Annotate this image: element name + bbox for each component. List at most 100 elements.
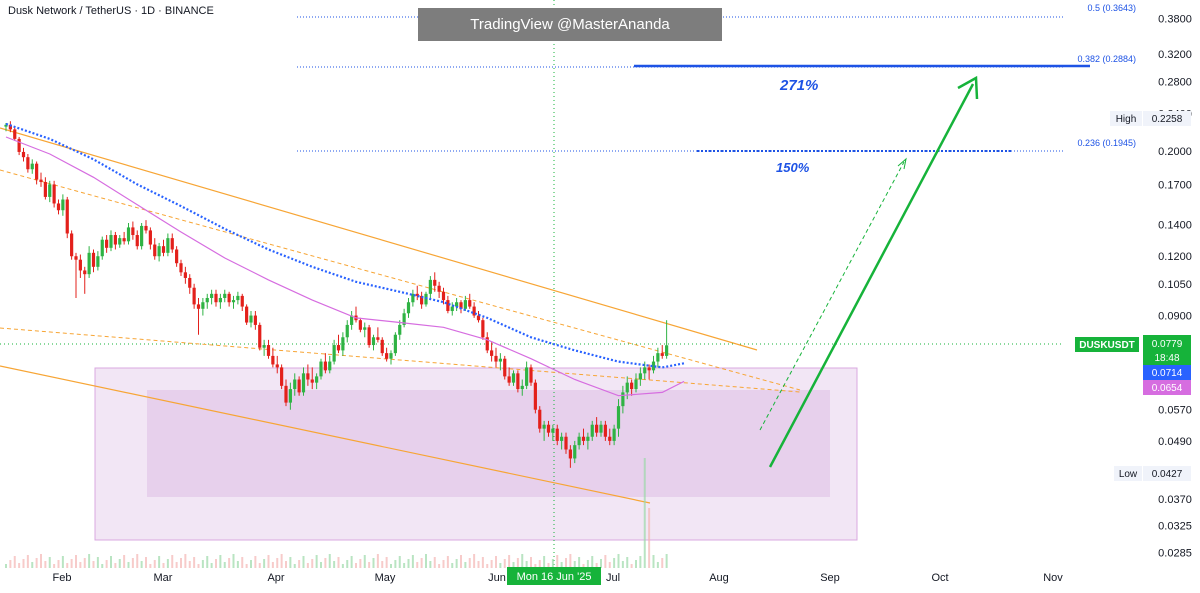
volume-bar [486, 564, 489, 568]
volume-bar [105, 560, 108, 568]
channel-lower-middle-line [0, 327, 801, 393]
candle-body [297, 379, 301, 393]
volume-bar [490, 560, 493, 568]
volume-bar [320, 562, 322, 568]
volume-bar [551, 559, 554, 568]
projection-arrow-dashed [759, 161, 905, 431]
candle-body [660, 353, 664, 356]
candle-body [345, 324, 349, 338]
volume-bar [153, 560, 156, 568]
candle-body [135, 235, 139, 247]
ma-line [5, 136, 685, 397]
price-axis[interactable]: 0.38000.32000.28000.24000.20000.17000.14… [1158, 14, 1192, 560]
volume-bar [83, 558, 86, 568]
volume-bar [123, 555, 126, 568]
volume-bar [18, 563, 21, 568]
volume-bar [442, 560, 445, 568]
candle-body [271, 355, 275, 365]
volume-bar [451, 563, 454, 568]
candle-body [175, 249, 179, 264]
volume-bar [538, 560, 541, 568]
candle-body [140, 225, 144, 247]
candles [4, 121, 669, 468]
low-value: 0.0427 [1152, 469, 1183, 480]
volume-bar [61, 556, 64, 568]
volume-bar [403, 563, 406, 568]
y-tick-label: 0.0490 [1158, 436, 1192, 448]
candle-body [328, 361, 332, 371]
candle-body [656, 353, 660, 362]
volume-bar [639, 556, 642, 568]
countdown-value: 18:48 [1154, 353, 1179, 364]
candle-body [258, 324, 262, 348]
volume-bar [477, 561, 480, 568]
candle-body [599, 424, 603, 433]
candle-body [310, 379, 314, 383]
volume-bar [398, 556, 401, 568]
candle-body [249, 315, 253, 323]
volume-bar [9, 560, 12, 568]
volume-bar [368, 562, 371, 568]
volume-bar [582, 564, 585, 568]
high-label-box [1110, 111, 1142, 126]
volume-bar [411, 555, 414, 568]
volume-bar [355, 563, 357, 568]
volume-bar [197, 564, 200, 568]
target-label-150: 150% [776, 160, 810, 175]
candle-body [118, 238, 122, 245]
candle-body [560, 436, 564, 441]
candle-body [201, 302, 205, 309]
volume-bar [250, 560, 252, 568]
candle-body [459, 302, 463, 309]
candle-body [634, 379, 638, 390]
candle-body [546, 424, 551, 433]
candle-body [253, 315, 257, 325]
volume-bar [280, 554, 283, 568]
volume-bar [26, 555, 29, 568]
y-tick-label: 0.0570 [1158, 405, 1192, 417]
volume-bar [468, 558, 471, 568]
volume-bar [158, 556, 161, 568]
candle-body [26, 157, 30, 170]
candle-body [568, 449, 572, 459]
volume-bar [40, 554, 42, 568]
time-axis[interactable]: Feb Mar Apr May Jun Jul Aug Sep Oct Nov [53, 572, 1064, 584]
volume-bar [201, 560, 204, 568]
candle-body [61, 199, 65, 211]
volume-bar [464, 562, 467, 568]
volume-bar [145, 557, 147, 568]
volume-bar [188, 561, 191, 568]
candle-body [437, 285, 441, 292]
candle-body [105, 239, 109, 248]
candle-body [148, 230, 152, 245]
x-tick-label: May [375, 572, 396, 584]
volume-bar [661, 558, 664, 568]
candle-body [48, 184, 52, 197]
candle-body [192, 287, 196, 305]
y-tick-label: 0.2000 [1158, 146, 1192, 158]
candle-body [65, 199, 69, 234]
candle-body [542, 424, 546, 429]
volume-bar [175, 562, 178, 568]
volume-bar [425, 554, 427, 568]
crosshair-date: Mon 16 Jun '25 [517, 571, 592, 583]
volume-bar [565, 558, 567, 568]
volume-bar [298, 560, 301, 568]
candle-body [595, 424, 599, 433]
volume-bar [617, 554, 620, 568]
candle-body [651, 361, 656, 371]
volume-bar [311, 559, 314, 568]
y-tick-label: 0.0370 [1158, 494, 1192, 506]
candle-body [393, 334, 397, 354]
volume-bar [337, 557, 340, 568]
volume-bar [306, 563, 309, 568]
volume-bar [53, 564, 56, 568]
candle-body [8, 124, 12, 130]
candle-body [188, 277, 192, 288]
volume-bar [210, 563, 213, 568]
volume-bar [556, 555, 559, 568]
x-tick-label: Jun [488, 572, 506, 584]
volume-bar [171, 555, 174, 568]
